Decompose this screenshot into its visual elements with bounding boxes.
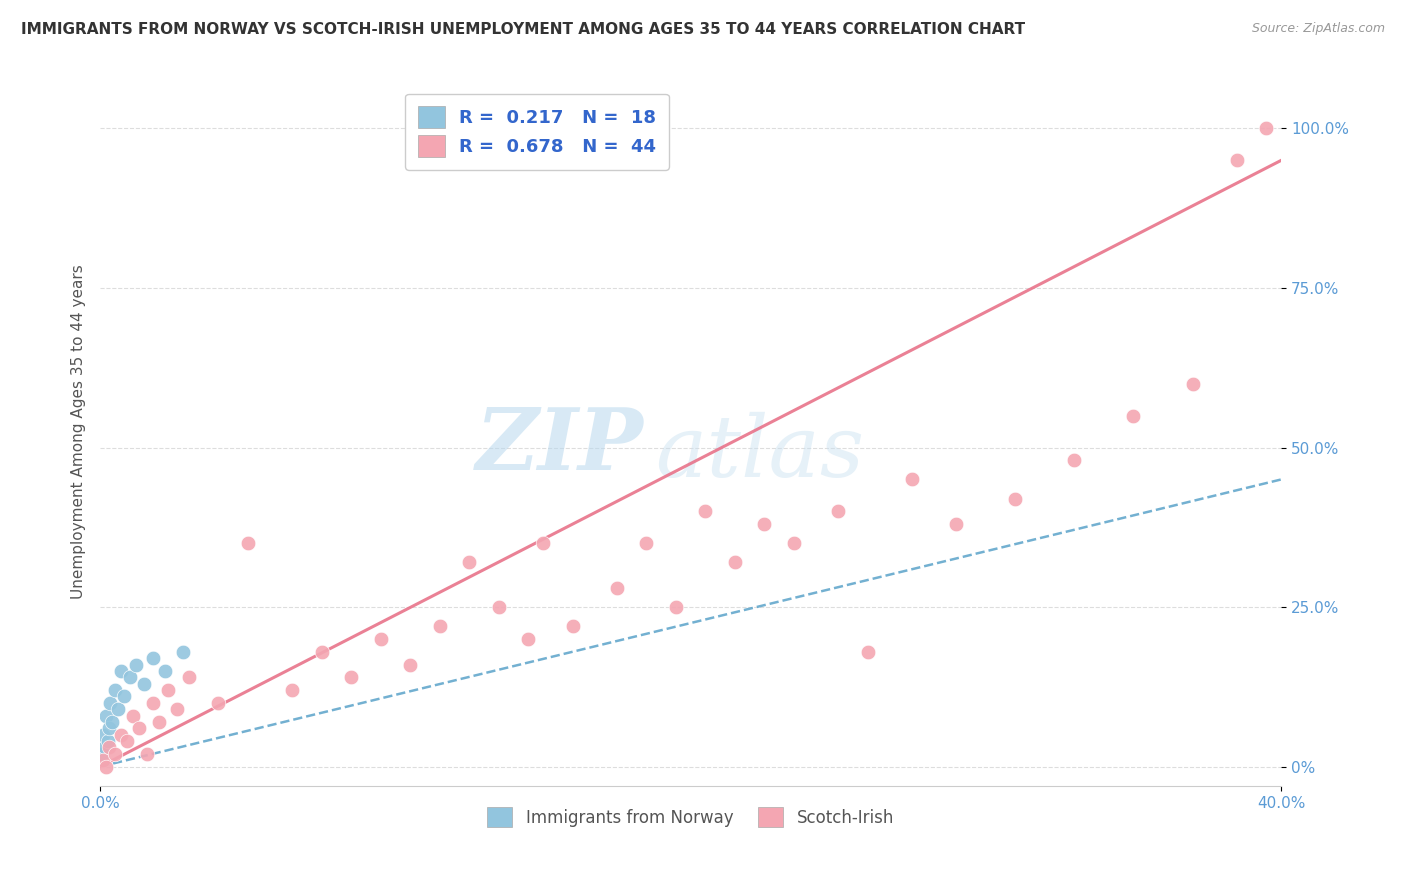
Point — [98, 740, 121, 755]
Point — [636, 536, 658, 550]
Point — [153, 664, 176, 678]
Point — [100, 696, 122, 710]
Point — [827, 504, 849, 518]
Point — [281, 683, 304, 698]
Point — [783, 536, 806, 550]
Point — [1063, 453, 1085, 467]
Point — [93, 740, 115, 755]
Point — [134, 676, 156, 690]
Point — [606, 581, 628, 595]
Point — [1122, 409, 1144, 423]
Point — [1004, 491, 1026, 506]
Point — [118, 670, 141, 684]
Point — [90, 747, 112, 761]
Point — [1256, 121, 1278, 136]
Text: atlas: atlas — [655, 411, 865, 494]
Point — [429, 619, 451, 633]
Point — [399, 657, 422, 672]
Point — [166, 702, 188, 716]
Point — [94, 708, 117, 723]
Point — [107, 702, 129, 716]
Point — [96, 734, 118, 748]
Point — [488, 600, 510, 615]
Point — [128, 722, 150, 736]
Point — [724, 556, 747, 570]
Text: ZIP: ZIP — [475, 404, 644, 488]
Point — [172, 645, 194, 659]
Point — [561, 619, 583, 633]
Point — [311, 645, 333, 659]
Point — [142, 651, 165, 665]
Point — [856, 645, 879, 659]
Point — [370, 632, 392, 646]
Point — [104, 747, 127, 761]
Text: IMMIGRANTS FROM NORWAY VS SCOTCH-IRISH UNEMPLOYMENT AMONG AGES 35 TO 44 YEARS CO: IMMIGRANTS FROM NORWAY VS SCOTCH-IRISH U… — [21, 22, 1025, 37]
Point — [94, 759, 117, 773]
Point — [91, 753, 114, 767]
Point — [110, 664, 132, 678]
Point — [177, 670, 200, 684]
Point — [136, 747, 159, 761]
Point — [98, 722, 121, 736]
Point — [665, 600, 688, 615]
Point — [115, 734, 138, 748]
Point — [110, 728, 132, 742]
Point — [1181, 376, 1204, 391]
Point — [148, 714, 170, 729]
Y-axis label: Unemployment Among Ages 35 to 44 years: Unemployment Among Ages 35 to 44 years — [72, 264, 86, 599]
Point — [340, 670, 363, 684]
Point — [458, 556, 481, 570]
Point — [754, 517, 776, 532]
Point — [236, 536, 259, 550]
Point — [124, 657, 146, 672]
Point — [121, 708, 143, 723]
Point — [112, 690, 135, 704]
Point — [531, 536, 554, 550]
Point — [945, 517, 967, 532]
Point — [207, 696, 229, 710]
Point — [1226, 153, 1249, 168]
Point — [695, 504, 717, 518]
Point — [104, 683, 127, 698]
Point — [91, 728, 114, 742]
Point — [157, 683, 180, 698]
Point — [517, 632, 540, 646]
Legend: Immigrants from Norway, Scotch-Irish: Immigrants from Norway, Scotch-Irish — [481, 800, 901, 834]
Point — [142, 696, 165, 710]
Point — [101, 714, 124, 729]
Text: Source: ZipAtlas.com: Source: ZipAtlas.com — [1251, 22, 1385, 36]
Point — [901, 473, 924, 487]
